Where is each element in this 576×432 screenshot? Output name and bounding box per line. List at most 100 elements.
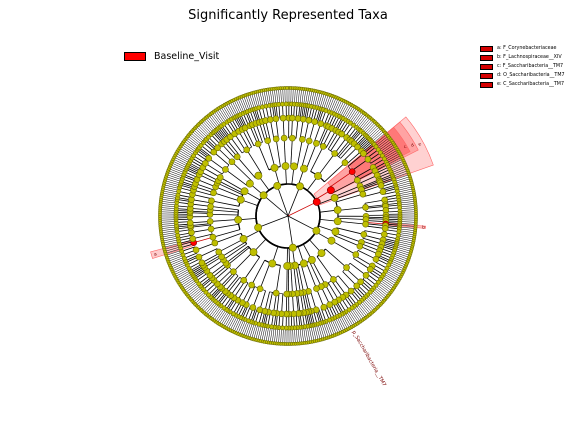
- branch-line: [195, 183, 215, 191]
- branch-line: [287, 215, 294, 248]
- branch-line: [334, 137, 347, 154]
- branch-line: [267, 140, 276, 168]
- branch-line: [203, 119, 215, 132]
- branch-line: [263, 325, 268, 342]
- clade-label-e: e: [418, 142, 423, 148]
- branch-line: [197, 295, 210, 308]
- branch-line: [265, 120, 271, 141]
- branch-line: [255, 92, 260, 108]
- branch-line: [369, 127, 382, 140]
- taxon-node: [381, 225, 389, 232]
- branch-line: [160, 207, 177, 209]
- branch-line: [228, 102, 236, 118]
- branch-line: [160, 224, 177, 227]
- clade-label-d: d: [410, 142, 416, 149]
- branch-line: [261, 325, 266, 342]
- branch-line: [360, 243, 380, 252]
- taxon-node: [300, 164, 308, 173]
- taxon-node: [272, 115, 280, 123]
- branch-line: [308, 261, 322, 287]
- branch-line: [164, 182, 180, 188]
- taxon-node: [239, 234, 248, 243]
- branch-line: [290, 138, 293, 167]
- branch-line: [168, 168, 185, 175]
- branch-line: [365, 222, 386, 225]
- branch-line: [387, 267, 402, 275]
- branch-line: [276, 185, 289, 217]
- branch-line: [224, 275, 239, 292]
- branch-line: [233, 99, 241, 115]
- branch-line: [199, 296, 211, 309]
- branch-line: [371, 131, 385, 143]
- clade-highlight: [327, 121, 419, 193]
- branch-line: [203, 254, 221, 266]
- branch-line: [162, 188, 179, 193]
- branch-line: [184, 281, 198, 292]
- branch-line: [343, 146, 358, 162]
- branch-line: [218, 180, 244, 194]
- branch-line: [210, 113, 221, 127]
- branch-line: [224, 104, 233, 119]
- branch-line: [375, 285, 389, 297]
- branch-line: [190, 223, 211, 227]
- branch-line: [349, 309, 359, 323]
- branch-line: [192, 233, 213, 240]
- branch-line: [297, 88, 300, 105]
- chart-title: Significantly Represented Taxa: [188, 8, 388, 23]
- clade-label-c: c: [403, 144, 408, 150]
- branch-line: [393, 253, 409, 260]
- branch-line: [354, 112, 364, 126]
- branch-line: [160, 211, 177, 213]
- branch-line: [217, 109, 227, 123]
- branch-line: [355, 113, 366, 127]
- branch-line: [283, 138, 286, 167]
- taxon-node: [377, 182, 385, 189]
- taxon-node: [331, 227, 340, 236]
- taxa-legend-label: e: C_Saccharibacteria__TM7: [497, 82, 564, 87]
- branch-line: [226, 103, 235, 118]
- taxon-node: [249, 248, 258, 257]
- branch-line: [376, 284, 390, 295]
- taxa-legend-item: d: O_Saccharibacteria__TM7: [480, 71, 576, 80]
- branch-line: [346, 106, 356, 121]
- branch-line: [300, 264, 309, 292]
- taxon-node: [233, 153, 241, 161]
- branch-line: [335, 317, 343, 333]
- branch-line: [324, 95, 331, 111]
- taxon-node: [254, 223, 263, 232]
- branch-line: [163, 184, 180, 189]
- taxon-node: [341, 159, 349, 166]
- branch-line: [276, 327, 279, 344]
- branch-line: [253, 92, 259, 109]
- branch-line: [265, 89, 269, 106]
- branch-line: [317, 92, 323, 109]
- branch-line: [312, 91, 317, 107]
- branch-line: [388, 265, 403, 274]
- branch-line: [176, 153, 191, 162]
- taxa-legend-swatch: [480, 63, 493, 70]
- phylum-label: p_Saccharibacteria__TM7: [351, 330, 387, 388]
- taxon-node: [299, 136, 306, 143]
- branch-line: [200, 297, 212, 310]
- taxa-legend-item: b: F_Lachnospiraceae__XIV: [480, 53, 576, 62]
- branch-line: [226, 139, 240, 156]
- branch-line: [352, 111, 363, 125]
- branch-line: [231, 161, 253, 182]
- branch-line: [375, 135, 389, 147]
- branch-line: [247, 322, 253, 338]
- branch-line: [346, 150, 362, 165]
- branch-line: [278, 327, 280, 344]
- branch-line: [379, 142, 394, 153]
- branch-line: [233, 251, 254, 272]
- branch-line: [209, 262, 227, 276]
- branch-line: [365, 218, 386, 220]
- branch-line: [342, 271, 358, 287]
- branch-line: [394, 176, 410, 182]
- branch-line: [201, 252, 220, 264]
- taxon-node: [319, 143, 327, 150]
- branch-line: [217, 309, 227, 323]
- taxon-node: [352, 251, 360, 258]
- branch-line: [334, 185, 361, 198]
- branch-line: [202, 299, 214, 312]
- branch-line: [354, 255, 373, 267]
